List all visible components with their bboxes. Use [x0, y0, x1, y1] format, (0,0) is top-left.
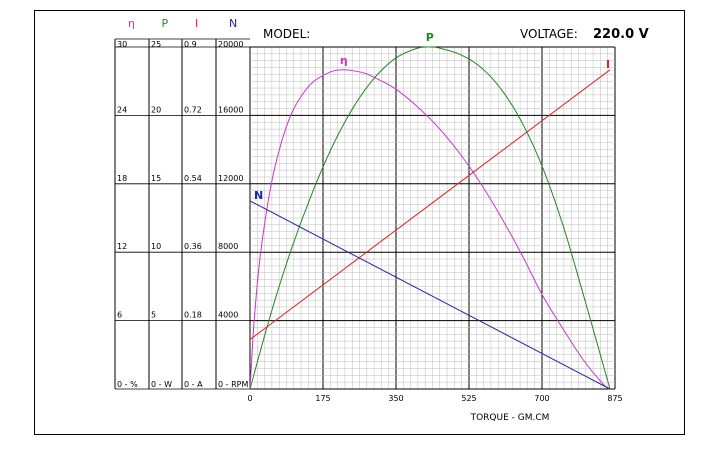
scale-tick-label: 10	[151, 242, 161, 251]
scale-tick-label: 6	[117, 311, 122, 320]
y-scales: η 30 24 18 12 6 0 - % P 25 20 15 10 5 0 - W I 0.9 0.72 0.…	[114, 17, 250, 390]
scale-header-2: I	[195, 17, 198, 30]
scale-tick-label: 12000	[218, 174, 243, 183]
scale-tick-label: 0 - %	[117, 380, 138, 389]
x-tick-label: 0	[247, 394, 252, 403]
scale-tick-label: 8000	[218, 242, 238, 251]
curves: η P I N	[249, 31, 611, 390]
series-line-3	[249, 200, 611, 390]
x-tick-label: 700	[534, 394, 549, 403]
grid	[249, 46, 616, 390]
series-line-1	[249, 46, 611, 390]
scale-tick-label: 30	[117, 40, 127, 49]
scale-tick-label: 20	[151, 105, 161, 114]
scale-tick-label: 4000	[218, 311, 238, 320]
scale-tick-label: 0 - RPM	[218, 380, 248, 389]
scale-tick-label: 25	[151, 40, 161, 49]
scale-tick-label: 15	[151, 174, 161, 183]
scale-tick-label: 0 - W	[151, 380, 172, 389]
series-label-2: I	[606, 58, 610, 71]
scale-tick-label: 5	[151, 311, 156, 320]
scale-tick-label: 0.9	[184, 40, 197, 49]
x-ticks: 0 175 350 525 700 875	[247, 394, 622, 403]
model-label: MODEL:	[263, 27, 310, 41]
scale-header-1: P	[162, 17, 169, 30]
x-tick-label: 175	[315, 394, 330, 403]
scale-tick-label: 16000	[218, 105, 243, 114]
chart-frame: MODEL: VOLTAGE: 220.0 V TORQUE - GM.CM η…	[34, 10, 685, 435]
voltage-value: 220.0 V	[593, 27, 649, 42]
x-tick-label: 875	[607, 394, 622, 403]
scale-tick-label: 24	[117, 105, 127, 114]
series-line-2	[249, 69, 611, 341]
scale-tick-label: 0.36	[184, 242, 202, 251]
series-line-0	[249, 69, 611, 390]
series-label-1: P	[426, 31, 434, 44]
scale-tick-label: 0.72	[184, 105, 202, 114]
voltage-label: VOLTAGE:	[520, 27, 578, 41]
series-label-3: N	[254, 189, 263, 202]
chart-svg: MODEL: VOLTAGE: 220.0 V TORQUE - GM.CM η…	[114, 17, 649, 423]
series-label-0: η	[340, 54, 348, 67]
scale-tick-label: 0 - A	[184, 380, 203, 389]
x-axis-title: TORQUE - GM.CM	[470, 413, 550, 423]
scale-tick-label: 12	[117, 242, 127, 251]
scale-tick-label: 20000	[218, 40, 243, 49]
scale-tick-label: 0.18	[184, 311, 202, 320]
scale-tick-label: 0.54	[184, 174, 202, 183]
x-tick-label: 525	[461, 394, 476, 403]
scale-header-0: η	[128, 17, 135, 30]
scale-header-3: N	[229, 17, 237, 30]
scale-tick-label: 18	[117, 174, 127, 183]
x-tick-label: 350	[388, 394, 403, 403]
